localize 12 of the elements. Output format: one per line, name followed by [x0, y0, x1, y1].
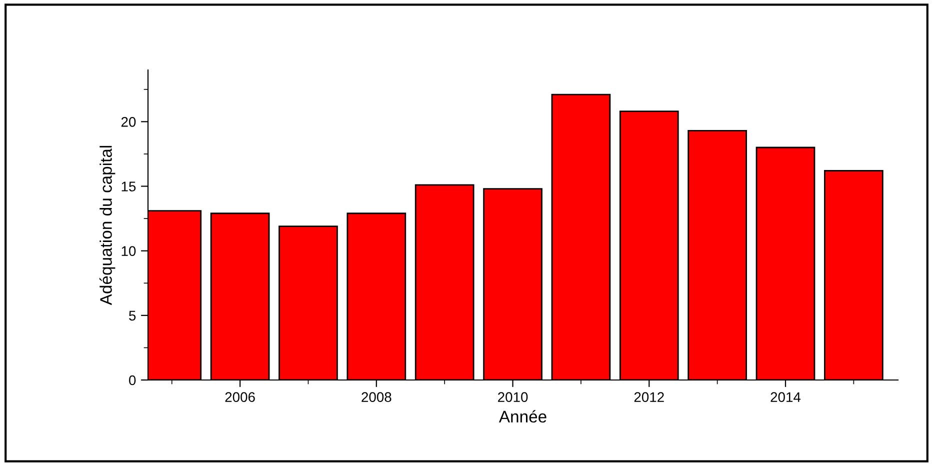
y-axis-title: Adéquation du capital [99, 146, 116, 306]
x-tick-label: 2008 [362, 392, 392, 402]
y-tick-label: 10 [122, 246, 136, 256]
y-tick-label: 0 [129, 375, 136, 386]
x-axis-title: Année [498, 410, 546, 423]
x-tick-label: 2012 [634, 392, 664, 402]
x-tick-label: 2006 [225, 392, 255, 402]
y-tick-label: 15 [122, 182, 136, 192]
x-tick-label: 2014 [770, 392, 801, 402]
x-tick-label: 2010 [498, 392, 528, 402]
y-tick-label: 5 [129, 310, 136, 321]
y-tick-label: 20 [121, 117, 136, 127]
